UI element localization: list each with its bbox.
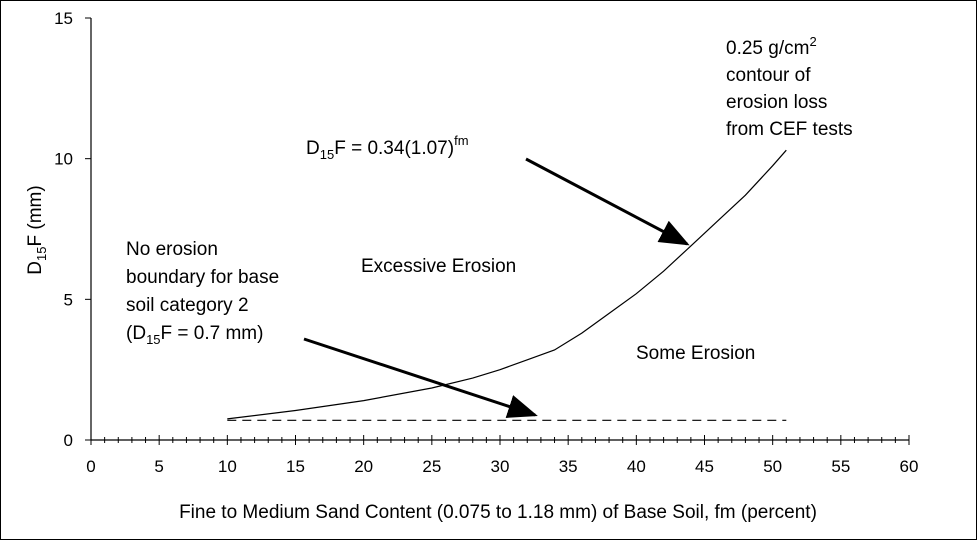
svg-text:0.25 g/cm2: 0.25 g/cm2 [726, 34, 817, 59]
erosion-contour-curve [227, 149, 787, 420]
svg-text:(D15F = 0.7 mm): (D15F = 0.7 mm) [126, 323, 263, 347]
eq-sub: 15 [320, 147, 334, 162]
eq-a: D [306, 138, 320, 159]
y-tick-label: 0 [64, 431, 73, 450]
x-minor-ticks [104, 437, 896, 443]
contour-line1: 0.25 g/cm [726, 38, 809, 59]
y-tick-label: 15 [54, 9, 73, 28]
y-ticks: 0 5 10 15 [54, 9, 91, 450]
no-erosion-line1: No erosion [126, 239, 218, 260]
no-erosion-l4a: (D [126, 323, 146, 344]
x-axis-label: Fine to Medium Sand Content (0.075 to 1.… [179, 502, 817, 523]
no-erosion-l4b: F = 0.7 mm) [161, 323, 264, 344]
y-tick-label: 5 [64, 290, 73, 309]
x-tick-label: 45 [695, 457, 714, 476]
some-erosion-label: Some Erosion [636, 343, 755, 364]
x-tick-label: 15 [286, 457, 305, 476]
x-tick-label: 10 [218, 457, 237, 476]
x-tick-label: 25 [422, 457, 441, 476]
x-tick-label: 20 [354, 457, 373, 476]
no-erosion-l4sub: 15 [146, 332, 160, 347]
y-label-tail: F (mm) [25, 185, 46, 246]
eq-sup: fm [454, 133, 468, 148]
x-tick-label: 50 [763, 457, 782, 476]
x-ticks: 0 5 10 15 20 25 30 35 40 45 50 55 60 [86, 435, 918, 476]
contour-line4: from CEF tests [726, 119, 853, 140]
equation-label: D15F = 0.34(1.07)fm [306, 133, 469, 162]
no-erosion-arrow [303, 337, 538, 418]
no-erosion-annotation: No erosion boundary for base soil catego… [126, 239, 279, 347]
excessive-erosion-label: Excessive Erosion [361, 256, 516, 277]
y-tick-label: 10 [54, 150, 73, 169]
contour-line3: erosion loss [726, 92, 827, 113]
x-tick-label: 0 [86, 457, 95, 476]
y-label-main: D [25, 261, 46, 275]
y-label-sub: 15 [34, 247, 49, 261]
x-tick-label: 55 [831, 457, 850, 476]
x-tick-label: 5 [154, 457, 163, 476]
no-erosion-line3: soil category 2 [126, 295, 249, 316]
contour-sup: 2 [809, 34, 816, 49]
equation-arrow [525, 157, 690, 246]
plot-area: 0 5 10 15 20 25 30 35 40 45 50 55 60 0 5 10 15 [54, 9, 918, 476]
x-tick-label: 30 [491, 457, 510, 476]
x-tick-label: 60 [900, 457, 919, 476]
contour-annotation: 0.25 g/cm2 contour of erosion loss from … [726, 34, 853, 140]
x-tick-label: 40 [627, 457, 646, 476]
contour-line2: contour of [726, 65, 811, 86]
no-erosion-line2: boundary for base [126, 267, 279, 288]
eq-b: F = 0.34(1.07) [334, 138, 454, 159]
y-axis-label: D15F (mm) [25, 185, 49, 274]
x-tick-label: 35 [559, 457, 578, 476]
series-group [227, 149, 787, 421]
